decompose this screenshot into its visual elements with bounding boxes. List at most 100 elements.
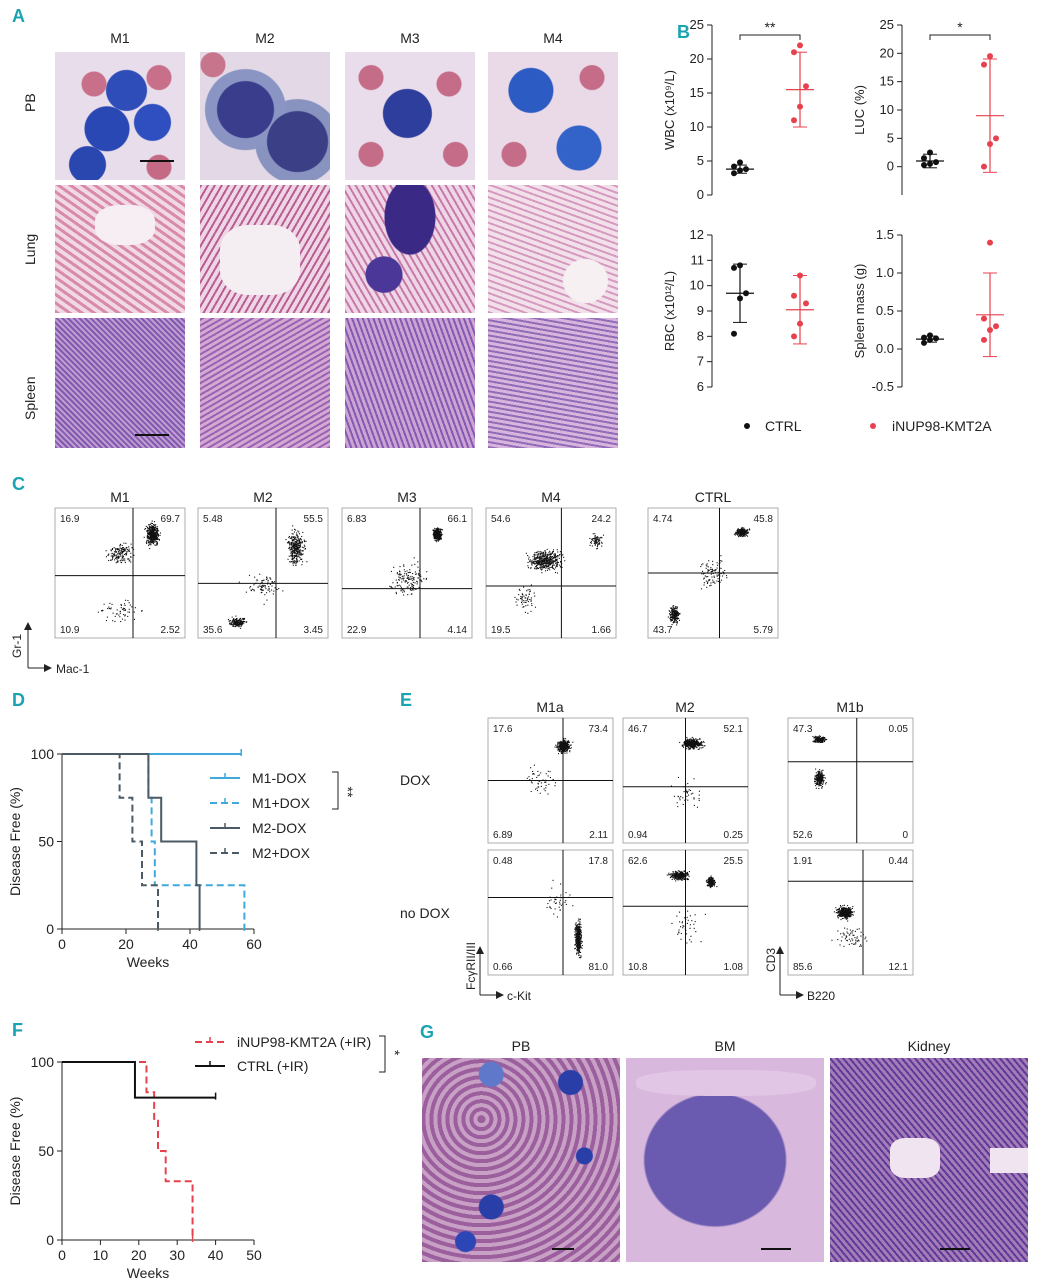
y-tick-label: 10 — [690, 278, 704, 293]
event-dot — [125, 548, 127, 550]
event-dot — [146, 529, 149, 531]
event-dot — [242, 617, 245, 620]
event-dot — [693, 746, 695, 748]
event-dot — [522, 606, 524, 608]
panel-letter-d: D — [12, 690, 25, 710]
micrograph-spleen-m2 — [200, 318, 330, 448]
survival-curve — [62, 753, 159, 929]
event-dot — [234, 626, 236, 628]
event-dot — [121, 544, 123, 547]
event-dot — [416, 580, 418, 582]
event-dot — [529, 598, 531, 601]
event-dot — [592, 538, 594, 540]
event-dot — [295, 534, 298, 536]
event-dot — [575, 939, 577, 941]
event-dot — [529, 567, 531, 569]
event-dot — [547, 565, 549, 568]
event-dot — [594, 542, 596, 544]
event-dot — [417, 561, 419, 563]
event-dot — [687, 782, 689, 785]
event-dot — [425, 578, 427, 580]
event-dot — [535, 551, 537, 553]
event-dot — [157, 533, 159, 535]
event-dot — [566, 749, 569, 751]
event-dot — [669, 613, 671, 615]
event-dot — [739, 535, 741, 537]
event-dot — [559, 748, 561, 750]
quadrant-ll: 52.6 — [793, 830, 813, 841]
event-dot — [517, 599, 519, 601]
event-dot — [577, 933, 579, 935]
event-dot — [292, 559, 294, 561]
event-dot — [563, 748, 565, 750]
event-dot — [555, 565, 557, 567]
event-dot — [672, 606, 674, 608]
event-dot — [296, 554, 298, 556]
event-dot — [541, 555, 543, 557]
event-dot — [559, 742, 561, 744]
event-dot — [536, 555, 538, 557]
event-dot — [130, 543, 132, 545]
event-dot — [530, 567, 532, 569]
event-dot — [816, 740, 818, 742]
event-dot — [113, 553, 116, 555]
y-axis-label: Gr-1 — [10, 634, 24, 658]
event-dot — [293, 543, 295, 545]
event-dot — [298, 556, 300, 558]
event-dot — [820, 738, 822, 740]
row-label: no DOX — [400, 905, 450, 921]
event-dot — [566, 744, 568, 746]
event-dot — [556, 565, 558, 568]
event-dot — [155, 544, 157, 546]
event-dot — [293, 531, 295, 533]
event-dot — [537, 561, 539, 563]
event-dot — [590, 542, 593, 544]
event-dot — [675, 614, 678, 616]
event-dot — [686, 742, 688, 744]
flow-title: M2 — [253, 489, 273, 505]
event-dot — [564, 742, 566, 744]
event-dot — [672, 610, 674, 612]
event-dot — [741, 529, 743, 531]
event-dot — [816, 738, 818, 740]
y-tick-label: 12 — [690, 227, 704, 242]
event-dot — [231, 620, 234, 622]
event-dot — [155, 537, 157, 539]
event-dot — [713, 570, 715, 572]
event-dot — [560, 561, 562, 563]
event-dot — [440, 534, 442, 536]
event-dot — [551, 560, 553, 563]
y-tick-label: 20 — [690, 51, 704, 66]
event-dot — [816, 736, 818, 738]
event-dot — [679, 797, 681, 799]
event-dot — [545, 561, 548, 563]
event-dot — [745, 532, 747, 534]
event-dot — [146, 527, 149, 529]
event-dot — [156, 530, 158, 532]
event-dot — [569, 751, 571, 753]
event-dot — [558, 906, 560, 908]
event-dot — [433, 537, 435, 540]
event-dot — [561, 747, 563, 749]
event-dot — [548, 558, 550, 560]
event-dot — [438, 535, 440, 537]
event-dot — [563, 744, 565, 746]
event-dot — [115, 557, 117, 559]
event-dot — [561, 566, 563, 569]
event-dot — [292, 553, 294, 555]
event-dot — [555, 899, 557, 901]
event-dot — [536, 564, 538, 566]
event-dot — [540, 551, 542, 553]
event-dot — [238, 624, 240, 626]
event-dot — [570, 747, 572, 749]
event-dot — [299, 538, 301, 540]
event-dot — [409, 576, 411, 578]
event-dot — [292, 548, 294, 550]
event-dot — [123, 613, 125, 616]
event-dot — [293, 561, 295, 563]
event-dot — [155, 533, 157, 535]
event-dot — [540, 772, 542, 774]
event-dot — [817, 773, 819, 776]
event-dot — [411, 593, 413, 595]
event-dot — [816, 740, 818, 742]
